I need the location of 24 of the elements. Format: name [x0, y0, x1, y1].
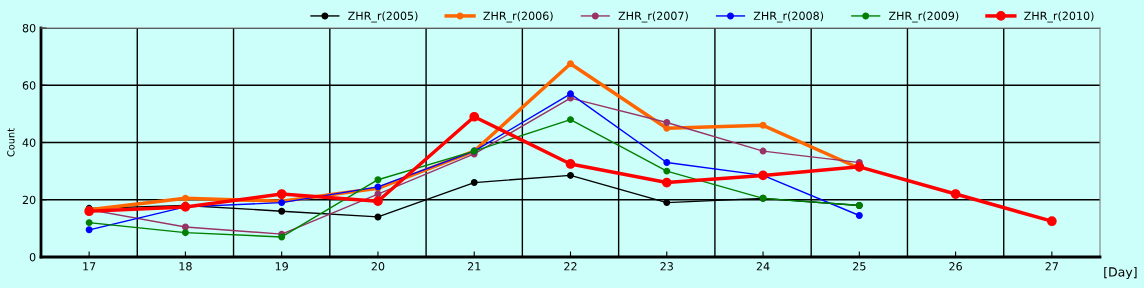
y-tick-label: 40: [22, 138, 36, 147]
x-axis-title: [Day]: [1104, 266, 1137, 280]
y-tick-label: 60: [22, 81, 36, 90]
x-tick-label: 18: [179, 262, 192, 271]
legend-label: ZHR_r(2010): [1024, 11, 1094, 23]
legend-label: ZHR_r(2006): [483, 11, 553, 23]
legend-label: ZHR_r(2005): [348, 11, 418, 23]
x-tick-label: 23: [660, 262, 673, 271]
y-tick-label: 20: [22, 195, 36, 205]
x-tick-label: 24: [756, 262, 770, 271]
x-tick-label: 17: [83, 262, 96, 271]
y-tick-label: 80: [22, 23, 36, 33]
x-tick-label: 27: [1045, 262, 1058, 271]
x-tick-label: 22: [564, 262, 577, 271]
x-tick-label: 19: [275, 262, 288, 271]
y-axis-title: Count: [7, 128, 15, 157]
y-tick-label: 0: [29, 252, 36, 262]
legend-label: ZHR_r(2009): [888, 11, 959, 23]
legend-label: ZHR_r(2008): [753, 11, 824, 23]
legend-label: ZHR_r(2007): [618, 11, 688, 23]
x-tick-label: 26: [949, 262, 962, 271]
x-tick-label: 25: [853, 262, 866, 271]
x-tick-label: 20: [371, 262, 385, 271]
x-tick-label: 21: [467, 262, 481, 271]
